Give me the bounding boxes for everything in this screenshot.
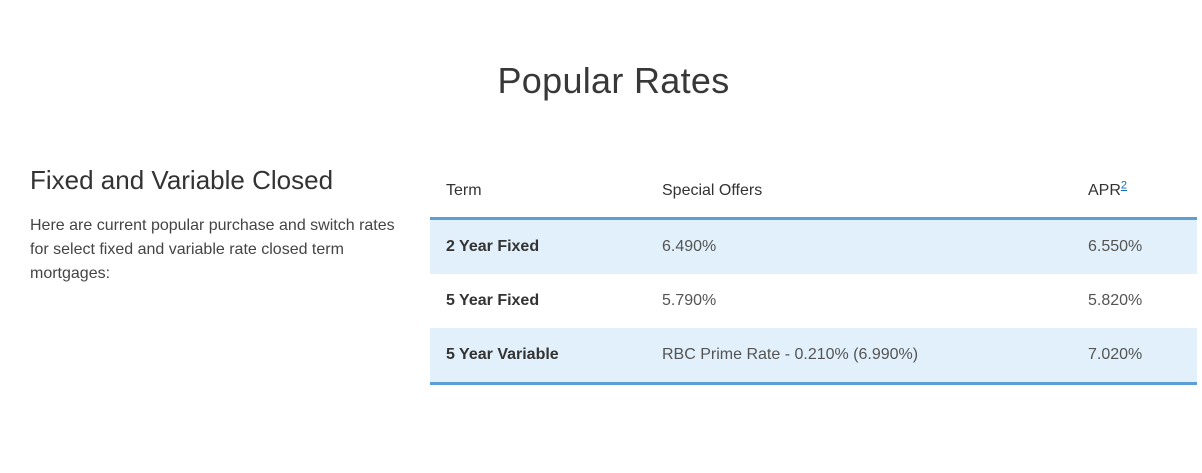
- description-line: for select fixed and variable rate close…: [30, 241, 344, 258]
- section-heading: Fixed and Variable Closed: [30, 165, 334, 195]
- section-intro: Fixed and Variable Closed Here are curre…: [30, 165, 430, 286]
- page-content: Popular Rates Fixed and Variable Closed …: [30, 0, 1197, 385]
- table-row: 5 Year Variable RBC Prime Rate - 0.210% …: [430, 328, 1197, 382]
- col-header-special-offers: Special Offers: [662, 182, 763, 199]
- apr-cell: 6.550%: [1088, 238, 1143, 255]
- table-row: 2 Year Fixed 6.490% 6.550%: [430, 220, 1197, 274]
- apr-cell: 7.020%: [1088, 346, 1143, 363]
- term-cell: 5 Year Fixed: [446, 292, 540, 309]
- description-line: mortgages:: [30, 265, 111, 282]
- section-description: Here are current popular purchase and sw…: [30, 214, 420, 286]
- description-line: Here are current popular purchase and sw…: [30, 217, 395, 234]
- col-header-term: Term: [446, 182, 482, 199]
- page-title: Popular Rates: [497, 60, 730, 101]
- apr-footnote-link[interactable]: 2: [1120, 179, 1128, 192]
- term-cell: 2 Year Fixed: [446, 238, 540, 255]
- rates-table-header-row: Term Special Offers APR2: [430, 165, 1197, 217]
- table-row: 5 Year Fixed 5.790% 5.820%: [430, 274, 1197, 328]
- special-offer-cell: RBC Prime Rate - 0.210% (6.990%): [662, 346, 919, 363]
- rates-section: Fixed and Variable Closed Here are curre…: [30, 165, 1197, 385]
- col-header-apr: APR2: [1072, 179, 1197, 200]
- term-cell: 5 Year Variable: [446, 346, 559, 363]
- apr-cell: 5.820%: [1088, 292, 1143, 309]
- special-offer-cell: 6.490%: [662, 238, 717, 255]
- rates-table: Term Special Offers APR2 2 Year Fixed 6.…: [430, 165, 1197, 385]
- special-offer-cell: 5.790%: [662, 292, 717, 309]
- apr-label: APR: [1088, 182, 1121, 199]
- rates-table-body: 2 Year Fixed 6.490% 6.550% 5 Year Fixed …: [430, 217, 1197, 385]
